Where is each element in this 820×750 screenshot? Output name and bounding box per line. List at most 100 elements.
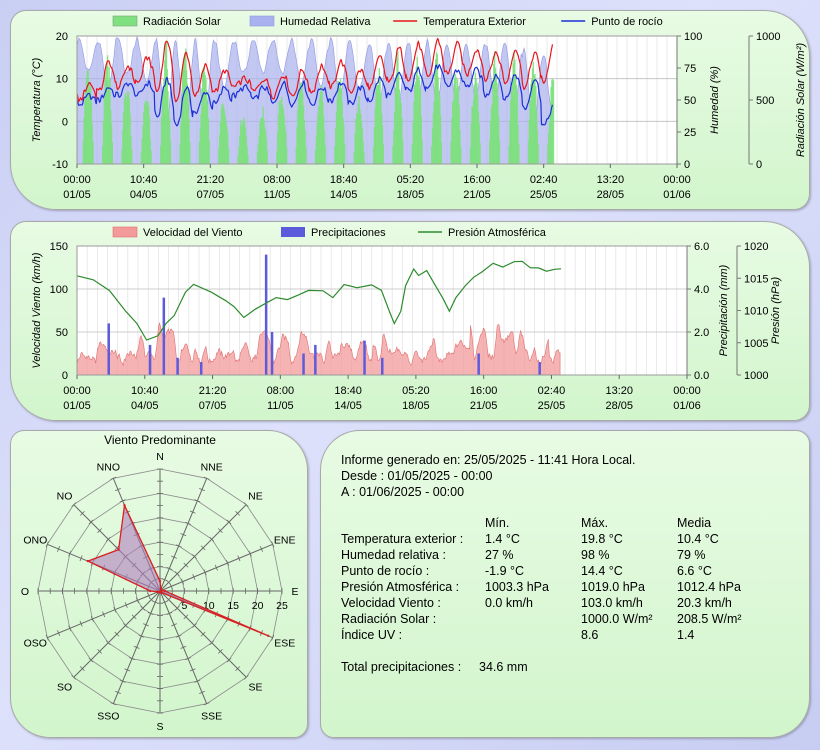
solar-radiation-bar — [296, 127, 298, 164]
y-axis-humidity-tick: 25 — [684, 127, 696, 139]
solar-radiation-bar — [515, 84, 518, 164]
solar-radiation-bar — [86, 70, 89, 164]
x-tick-time: 21:20 — [197, 174, 225, 186]
solar-radiation-bar — [203, 71, 206, 164]
header-max: Máx. — [581, 516, 609, 530]
solar-radiation-bar — [402, 139, 404, 164]
wind-rose-spoke-tick — [181, 578, 185, 585]
solar-radiation-bar — [88, 89, 90, 164]
solar-radiation-bar — [202, 66, 205, 164]
x-tick-time: 00:00 — [63, 385, 91, 397]
wind-rose-spoke-tick — [226, 560, 230, 566]
solar-radiation-bar — [84, 100, 86, 164]
row-min: 1003.3 hPa — [485, 580, 549, 594]
solar-radiation-bar — [129, 113, 131, 164]
wind-rose-point — [149, 589, 152, 593]
precipitation-bar — [538, 362, 541, 375]
row-label: Punto de rocío : — [341, 564, 430, 578]
solar-radiation-bar — [224, 116, 226, 164]
solar-radiation-bar — [85, 89, 87, 164]
solar-radiation-bar — [455, 77, 457, 164]
solar-radiation-bar — [489, 140, 491, 164]
solar-radiation-bar — [494, 67, 497, 164]
solar-radiation-bar — [91, 123, 93, 164]
solar-radiation-bar — [147, 101, 149, 164]
solar-radiation-bar — [362, 141, 364, 164]
precipitation-bar — [107, 323, 110, 375]
solar-radiation-bar — [474, 72, 476, 164]
wind-rose-spoke-tick — [140, 605, 146, 611]
dew-point-line — [76, 63, 554, 127]
y-tick-left: 0 — [62, 370, 68, 382]
solar-radiation-bar — [239, 119, 242, 164]
legend-swatch — [281, 227, 305, 237]
solar-radiation-bar — [222, 106, 225, 164]
solar-radiation-bar — [460, 147, 462, 164]
solar-radiation-bar — [393, 112, 396, 164]
solar-radiation-bar — [459, 130, 461, 164]
solar-radiation-bar — [496, 83, 498, 164]
solar-radiation-bar — [109, 78, 111, 164]
solar-radiation-bar — [143, 112, 145, 164]
solar-radiation-bar — [322, 116, 325, 164]
solar-radiation-bar — [148, 116, 151, 164]
wind-rose-spoke-tick — [189, 668, 196, 672]
solar-radiation-bar — [185, 48, 187, 165]
wind-rose-spoke-tick — [45, 541, 49, 548]
solar-radiation-bar — [256, 152, 259, 164]
wind-rose-spoke-tick — [192, 574, 196, 580]
solar-radiation-bar — [205, 79, 207, 164]
report-row-uv: Índice UV : 8.6 1.4 — [341, 628, 801, 644]
solar-radiation-bar — [476, 82, 478, 164]
solar-radiation-bar — [279, 105, 281, 164]
solar-radiation-bar — [198, 141, 201, 164]
y-axis-pressure-tick: 1010 — [744, 306, 768, 318]
x-tick-date: 07/05 — [199, 400, 227, 412]
wind-direction-label: S — [156, 721, 163, 733]
solar-radiation-bar — [472, 99, 475, 164]
precipitation-bar — [270, 332, 274, 375]
solar-radiation-bar — [419, 89, 422, 164]
y-axis-precipitation-tick: 2.0 — [694, 327, 709, 339]
wind-rose-spoke-tick — [110, 702, 117, 706]
solar-radiation-bar — [299, 84, 301, 164]
legend-label: Punto de rocío — [591, 16, 663, 28]
solar-radiation-bar — [472, 106, 474, 164]
solar-radiation-bar — [535, 85, 537, 164]
solar-radiation-bar — [218, 134, 221, 164]
solar-radiation-bar — [218, 148, 220, 164]
x-tick-date: 25/05 — [538, 400, 566, 412]
wind-rose-ring-label: 10 — [203, 600, 215, 612]
wind-rose-spoke-tick — [45, 634, 49, 641]
solar-radiation-bar — [266, 150, 268, 164]
solar-radiation-bar — [206, 105, 209, 164]
solar-radiation-bar — [102, 145, 104, 164]
y-axis-solar-tick: 500 — [756, 95, 774, 107]
x-tick-date: 01/05 — [63, 400, 91, 412]
wind-rose-spoke-tick — [200, 545, 206, 551]
solar-radiation-bar — [357, 103, 360, 164]
solar-radiation-bar — [104, 71, 106, 164]
y-axis-solar-label: Radiación Solar (W/m²) — [795, 43, 807, 158]
precipitation-bar — [176, 357, 179, 375]
x-tick-date: 21/05 — [470, 400, 498, 412]
solar-radiation-bar — [89, 81, 91, 164]
report-total-row: Total precipitaciones : 34.6 mm — [341, 660, 801, 676]
solar-radiation-bar — [257, 144, 260, 164]
wind-rose-spoke-tick — [97, 528, 103, 534]
solar-radiation-bar — [320, 85, 322, 164]
wind-rose-spoke-tick — [147, 612, 154, 616]
solar-radiation-bar — [258, 135, 260, 164]
solar-radiation-bar — [225, 121, 227, 164]
row-min: 0.0 km/h — [485, 596, 533, 610]
x-tick-date: 11/05 — [267, 400, 294, 412]
wind-rose-ring-label: 5 — [181, 600, 187, 612]
x-tick-date: 07/05 — [197, 189, 225, 201]
wind-rose-spoke-tick — [119, 499, 126, 503]
row-avg: 208.5 W/m² — [677, 612, 742, 626]
solar-radiation-bar — [551, 79, 553, 164]
solar-radiation-bar — [265, 137, 268, 164]
wind-rain-pressure-chart: 0 50 100 150 Velocidad Viento (km/h) 0.0 2.0 4.… — [31, 226, 782, 412]
solar-radiation-bar — [318, 98, 321, 164]
y-axis-left-label: Temperatura (°C) — [31, 57, 43, 142]
